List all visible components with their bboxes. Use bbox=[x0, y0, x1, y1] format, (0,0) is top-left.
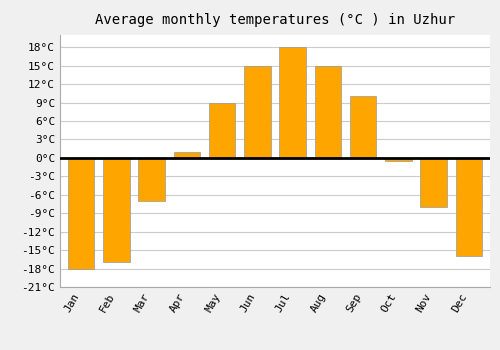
Bar bbox=[209, 103, 236, 158]
Bar bbox=[314, 66, 341, 158]
Bar bbox=[244, 66, 270, 158]
Bar bbox=[103, 158, 130, 262]
Bar bbox=[350, 97, 376, 158]
Bar bbox=[280, 47, 306, 158]
Bar bbox=[420, 158, 447, 207]
Bar bbox=[138, 158, 165, 201]
Bar bbox=[385, 158, 411, 161]
Bar bbox=[68, 158, 94, 268]
Bar bbox=[174, 152, 200, 158]
Title: Average monthly temperatures (°C ) in Uzhur: Average monthly temperatures (°C ) in Uz… bbox=[95, 13, 455, 27]
Bar bbox=[456, 158, 482, 256]
